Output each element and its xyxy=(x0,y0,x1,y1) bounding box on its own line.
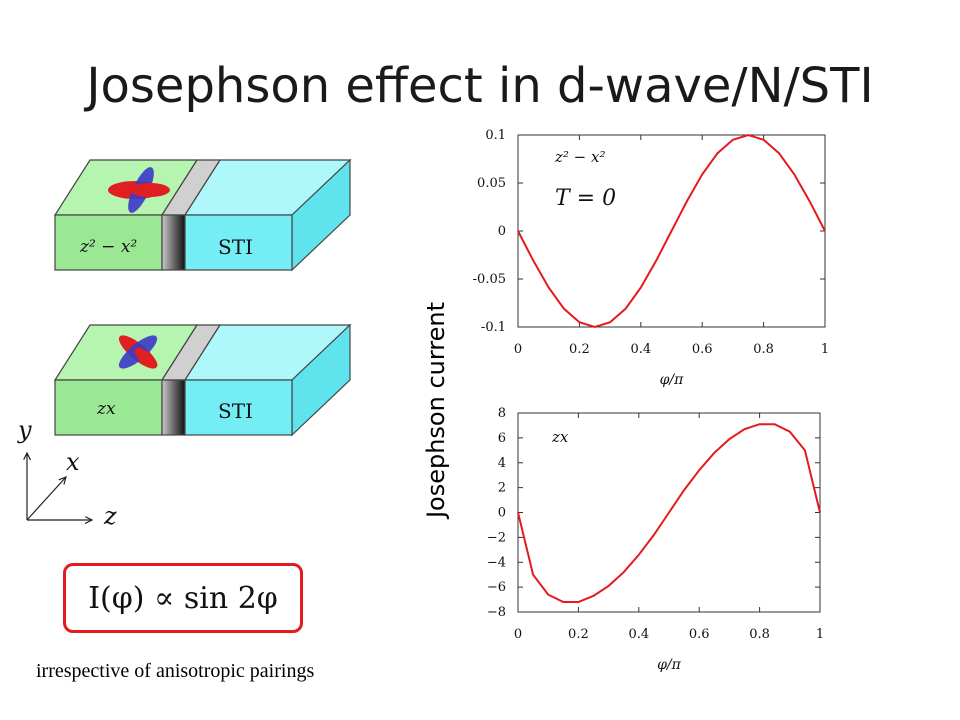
y-tick-label: 8 xyxy=(498,406,506,421)
series-line xyxy=(517,133,826,329)
x-axis-label: φ/π xyxy=(660,372,685,388)
y-tick-label: -0.1 xyxy=(481,320,506,335)
x-tick-label: 1 xyxy=(821,342,829,357)
chart-annotation: zx xyxy=(551,428,569,446)
x-axis-letter: x xyxy=(66,448,80,476)
z-axis-letter: z xyxy=(103,502,117,530)
formula-box: I(φ) ∝ sin 2φ xyxy=(63,563,303,633)
y-axis-letter: y xyxy=(17,416,32,444)
junction-diagram: z² − x² STI zx STI y x z xyxy=(17,158,352,530)
y-tick-label: 0 xyxy=(498,224,506,239)
sti-label-top: STI xyxy=(218,235,253,259)
y-tick-label: 0.1 xyxy=(485,128,506,143)
y-tick-label: -0.05 xyxy=(473,272,506,287)
josephson-chart-1: 0 0.2 0.4 0.6 0.8 1 -0.1 -0.05 0 0.05 0.1 φ/π z² − x… xyxy=(473,128,829,388)
sti-front-face xyxy=(184,214,293,271)
y-tick-label: −2 xyxy=(487,530,506,545)
x-tick-label: 0.6 xyxy=(689,627,710,642)
x-axis-arrow xyxy=(26,477,66,521)
series-line xyxy=(517,423,821,603)
junction-block-top: z² − x² STI xyxy=(53,158,352,272)
sti-front-face xyxy=(184,379,293,436)
y-tick-label: −6 xyxy=(487,580,506,595)
dwave-front-face xyxy=(54,379,163,436)
junction-block-bottom: zx STI xyxy=(53,323,352,437)
x-tick-label: 0.8 xyxy=(753,342,774,357)
x-tick-label: 0.4 xyxy=(630,342,651,357)
shared-y-axis-label: Josephson current xyxy=(422,301,450,519)
normal-layer-front-face xyxy=(161,379,186,436)
x-tick-label: 0 xyxy=(514,342,522,357)
x-tick-label: 0.8 xyxy=(749,627,770,642)
y-tick-label: 0 xyxy=(498,506,506,521)
plot-frame xyxy=(517,134,826,328)
y-tick-label: −4 xyxy=(487,555,506,570)
x-tick-label: 0.2 xyxy=(568,627,589,642)
chart-annotation: T = 0 xyxy=(555,186,616,211)
josephson-chart-2: 0 0.2 0.4 0.6 0.8 1 −8 −6 −4 −2 0 2 4 6 8 φ/π zx xyxy=(487,406,824,673)
normal-layer-front-face xyxy=(161,214,186,271)
x-tick-label: 0.4 xyxy=(628,627,649,642)
pairing-label-bottom: zx xyxy=(96,399,116,419)
x-tick-label: 0.2 xyxy=(569,342,590,357)
y-tick-label: 2 xyxy=(498,481,506,496)
pairing-lobe-red-front xyxy=(130,183,170,197)
x-tick-label: 0.6 xyxy=(692,342,713,357)
caption: irrespective of anisotropic pairings xyxy=(36,660,315,682)
slide-title: Josephson effect in d-wave/N/STI xyxy=(86,58,874,114)
pairing-label-top: z² − x² xyxy=(79,237,137,257)
y-tick-label: 6 xyxy=(498,431,506,446)
chart-annotation: z² − x² xyxy=(554,148,606,166)
y-tick-label: 0.05 xyxy=(477,176,506,191)
x-tick-label: 1 xyxy=(816,627,824,642)
x-axis-label: φ/π xyxy=(657,657,682,673)
y-tick-label: −8 xyxy=(487,605,506,620)
y-tick-label: 4 xyxy=(498,456,506,471)
x-tick-label: 0 xyxy=(514,627,522,642)
formula-text: I(φ) ∝ sin 2φ xyxy=(88,580,278,616)
sti-label-bottom: STI xyxy=(218,399,253,423)
pairing-lobe-red-front xyxy=(134,347,158,369)
coordinate-axes: y x z xyxy=(17,416,117,530)
plot-frame xyxy=(517,412,821,613)
